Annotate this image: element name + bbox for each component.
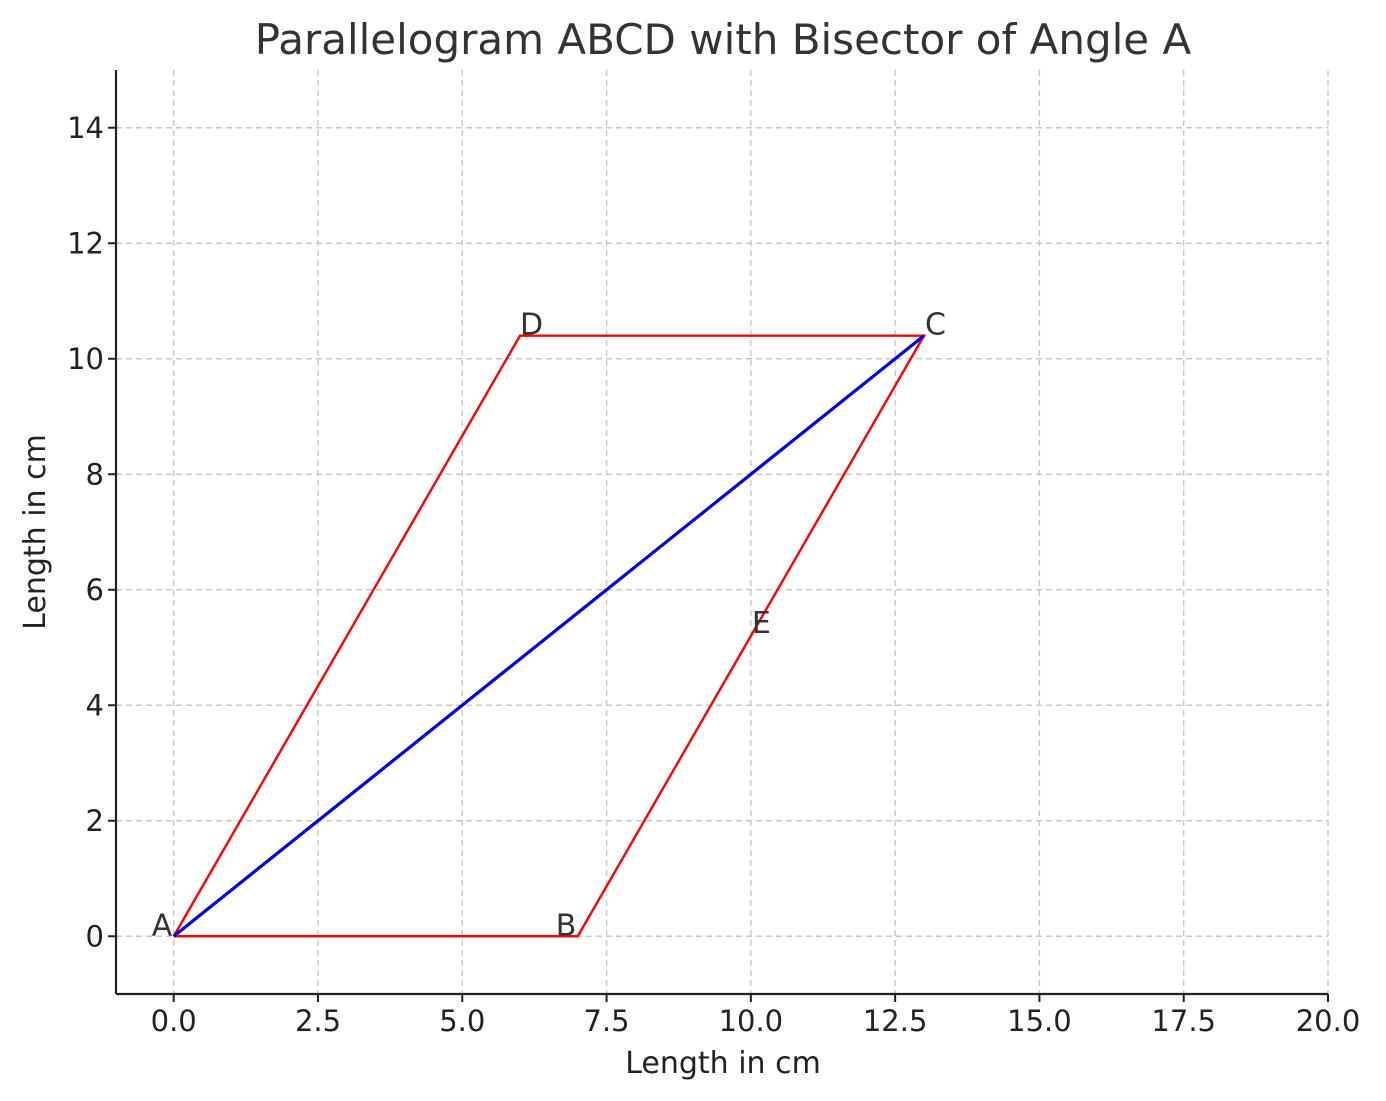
x-tick-label: 10.0: [719, 1004, 784, 1038]
y-axis-label: Length in cm: [18, 434, 53, 630]
series-layer: [172, 334, 927, 938]
x-tick-label: 15.0: [1007, 1004, 1072, 1038]
y-tick-label: 0: [86, 919, 104, 953]
y-tick-label: 14: [67, 111, 104, 145]
point-label-b: B: [556, 908, 577, 943]
grid: [116, 70, 1329, 994]
y-tick-label: 6: [86, 573, 104, 607]
y-tick-label: 12: [67, 226, 104, 260]
series-line-1: [172, 334, 925, 938]
x-tick-label: 2.5: [295, 1004, 341, 1038]
point-label-e: E: [752, 606, 771, 641]
y-tick-label: 2: [86, 804, 104, 838]
x-tick-label: 12.5: [863, 1004, 928, 1038]
x-axis-label: Length in cm: [625, 1046, 821, 1081]
x-tick-label: 20.0: [1296, 1004, 1361, 1038]
y-tick-label: 8: [86, 457, 104, 491]
point-label-d: D: [520, 308, 543, 343]
point-labels: A B C D E: [152, 308, 946, 944]
point-label-c: C: [925, 308, 946, 343]
axes: 0.0 2.5 5.0 7.5 10.0 12.5 15.0 17.5 20.0 0 2 4 6 8 10 1…: [67, 70, 1360, 1038]
y-tick-label: 4: [86, 688, 104, 722]
x-tick-label: 0.0: [151, 1004, 197, 1038]
point-label-a: A: [152, 908, 173, 943]
x-tick-label: 7.5: [584, 1004, 630, 1038]
x-tick-label: 5.0: [439, 1004, 485, 1038]
x-tick-label: 17.5: [1151, 1004, 1216, 1038]
chart-title: Parallelogram ABCD with Bisector of Angl…: [255, 15, 1192, 64]
y-tick-label: 10: [67, 342, 104, 376]
